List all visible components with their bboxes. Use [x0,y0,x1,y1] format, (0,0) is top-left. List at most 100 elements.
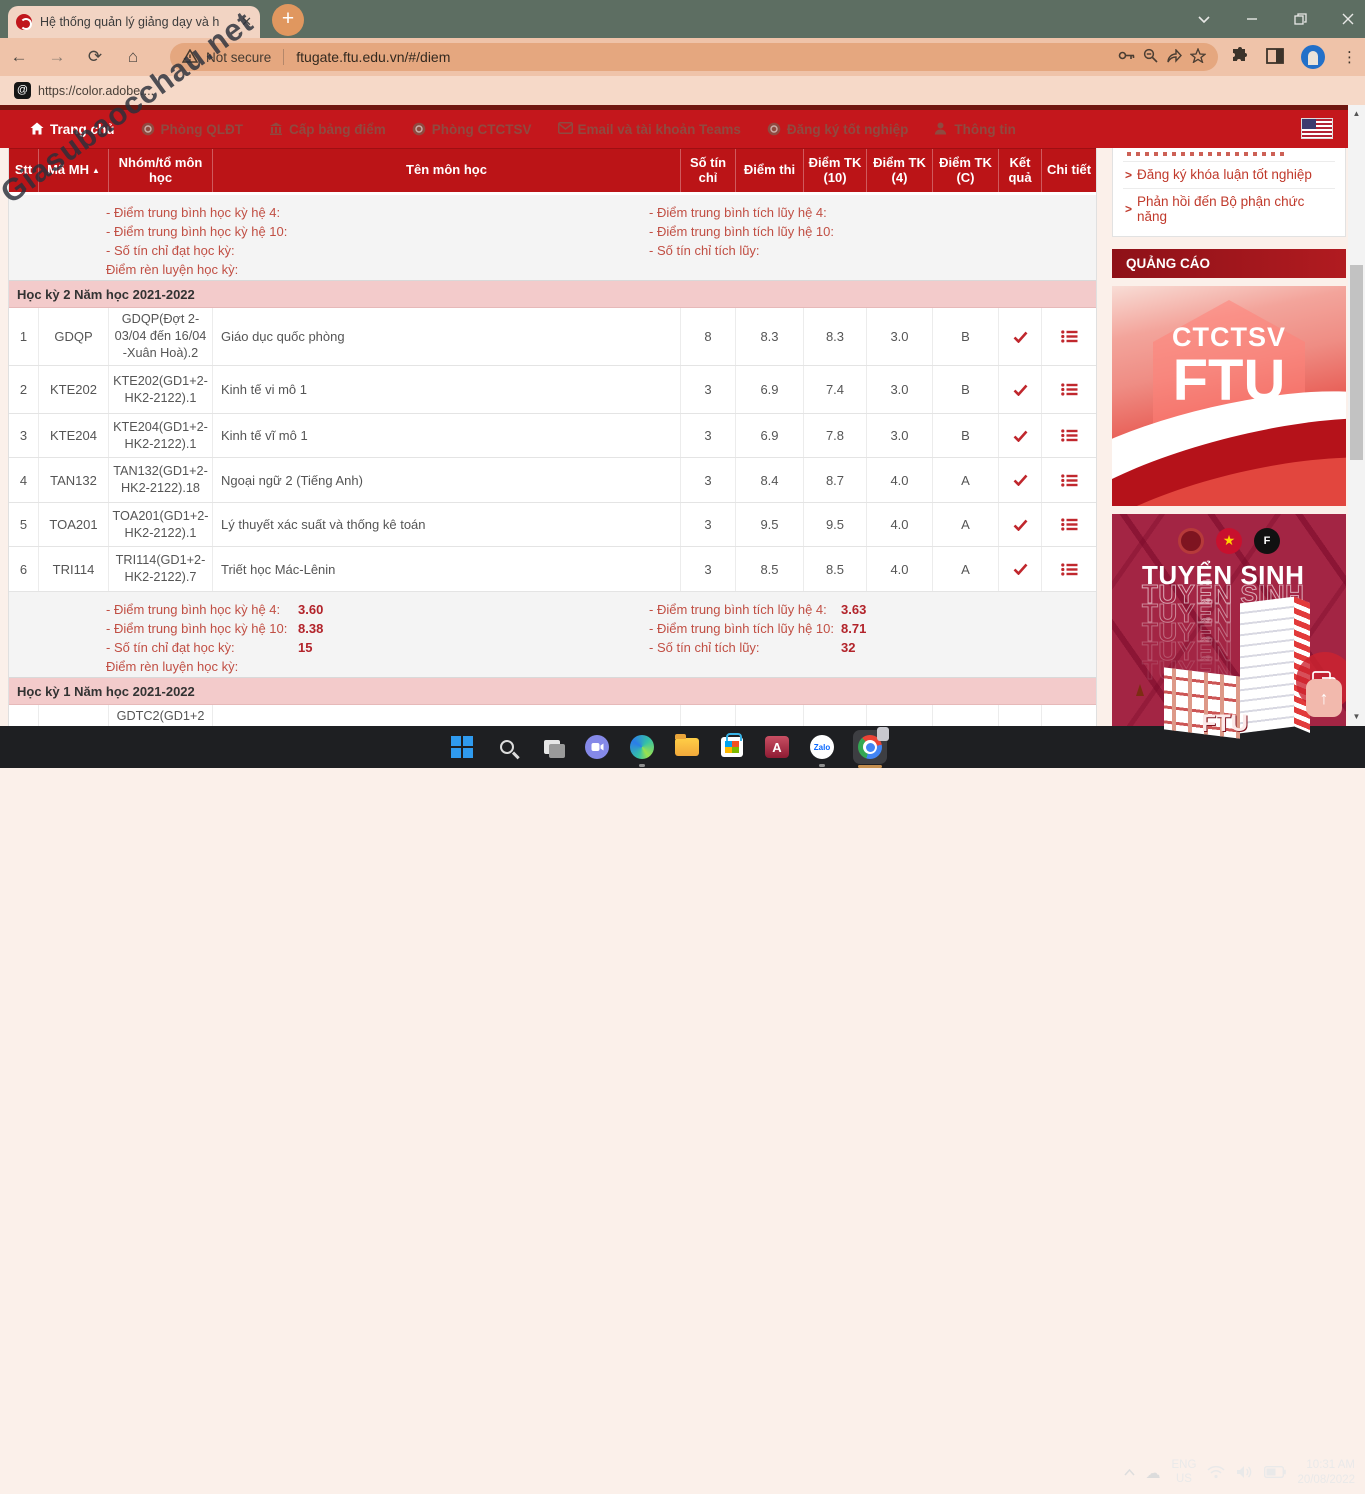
table-row[interactable]: 2 KTE202 KTE202(GD1+2-HK2-2122).1 Kinh t… [9,366,1096,415]
file-explorer-button[interactable] [673,733,701,761]
hidden-icons-chevron[interactable] [1123,1468,1135,1479]
cell-group: TAN132(GD1+2-HK2-2122).18 [109,458,213,503]
nav-item-5[interactable]: Đăng ký tốt nghiệp [767,122,908,137]
not-secure-warning-icon[interactable] [181,48,199,66]
cell-tk4: 4.0 [867,547,933,592]
address-bar[interactable]: Not secure ftugate.ftu.edu.vn/#/diem [170,43,1218,71]
detail-list-icon[interactable] [1042,366,1096,413]
header-diem-tk-4[interactable]: Điểm TK (4) [867,149,933,192]
scrollbar-up-arrow[interactable]: ▲ [1352,109,1361,118]
teams-chat-button[interactable] [583,733,611,761]
detail-list-icon[interactable] [1042,458,1096,502]
cell-tkc: B [933,366,999,414]
us-flag-language-icon[interactable] [1301,118,1333,139]
search-button[interactable] [493,733,521,761]
cell-tkc: B [933,308,999,366]
detail-list-icon[interactable] [1042,503,1096,546]
header-diem-thi[interactable]: Điểm thi [736,149,804,192]
summary-line: - Số tín chỉ đạt học kỳ: [106,241,649,260]
bookmark-label[interactable]: https://color.adobe.... [38,83,155,98]
summary-value: 15 [298,640,313,656]
table-row[interactable]: 3 KTE204 KTE204(GD1+2-HK2-2122).1 Kinh t… [9,414,1096,459]
header-chi-tiet[interactable]: Chi tiết [1046,162,1092,178]
nav-item-1[interactable]: Phòng QLĐT [141,122,243,137]
header-nhom-to[interactable]: Nhóm/tổ môn học [109,149,213,192]
microsoft-store-button[interactable] [718,733,746,761]
header-so-tin-chi[interactable]: Số tín chỉ [681,149,736,192]
battery-icon[interactable] [1264,1465,1287,1481]
summary-value: 8.38 [298,621,324,637]
header-ten-mon-hoc[interactable]: Tên môn học [213,149,681,192]
reload-button[interactable]: ⟳ [87,47,103,66]
zalo-app-button[interactable]: Zalo [808,733,836,767]
browser-menu-icon[interactable]: ⋮ [1342,49,1357,66]
nav-item-label: Phòng CTCTSV [431,121,532,137]
new-tab-button[interactable]: + [272,4,304,36]
cell-tkc: A [933,547,999,592]
table-row[interactable]: 4 TAN132 TAN132(GD1+2-HK2-2122).18 Ngoại… [9,458,1096,504]
tab-title: Hệ thống quản lý giảng dạy và h [40,15,220,29]
scroll-to-top-button[interactable]: ↑ [1306,679,1342,717]
detail-list-icon[interactable] [1042,414,1096,457]
nav-item-2[interactable]: Cấp bảng điểm [269,122,386,137]
language-indicator[interactable]: ENG US [1171,1459,1197,1485]
summary-label: - Điểm trung bình học kỳ hệ 10: [106,224,288,239]
profile-avatar[interactable] [1301,45,1325,69]
table-row[interactable]: 5 TOA201 TOA201(GD1+2-HK2-2122).1 Lý thu… [9,503,1096,548]
header-stt[interactable]: Stt [9,149,39,192]
wifi-icon[interactable] [1207,1465,1225,1482]
summary-previous-semester: - Điểm trung bình học kỳ hệ 4: - Điểm tr… [9,192,1096,281]
nav-item-4[interactable]: Email và tài khoản Teams [557,122,741,137]
cell-tk10: 8.7 [804,458,867,503]
detail-list-icon[interactable] [1042,308,1096,365]
clock[interactable]: 10:31 AM 20/08/2022 [1297,1459,1355,1486]
chrome-browser-button[interactable] [853,727,889,768]
zoom-out-icon[interactable] [1143,48,1158,66]
header-diem-tk-10[interactable]: Điểm TK (10) [804,149,867,192]
page-scrollbar[interactable]: ▲ ▼ [1348,105,1365,726]
task-view-button[interactable] [538,733,566,761]
sidebar-link-clipped[interactable] [1127,152,1286,156]
ctctsv-ftu-ad-banner[interactable]: CTCTSV FTU [1112,286,1346,506]
url-text[interactable]: ftugate.ftu.edu.vn/#/diem [296,49,451,65]
home-button[interactable]: ⌂ [127,47,139,66]
scrollbar-thumb[interactable] [1350,265,1363,460]
tab-close-icon[interactable]: ✕ [241,14,252,29]
result-check-icon [999,366,1042,414]
onedrive-cloud-icon[interactable]: ☁ [1145,1465,1161,1482]
window-restore-button[interactable] [1293,12,1307,26]
user-icon [934,122,948,136]
tower-illustration [1240,596,1294,734]
sidebar-link-1[interactable]: > Phản hồi đến Bộ phận chức năng [1123,188,1335,230]
access-app-button[interactable]: A [763,733,791,761]
nav-item-3[interactable]: Phòng CTCTSV [412,122,532,137]
adobe-color-bookmark-icon[interactable]: @ [14,82,31,99]
side-panel-icon[interactable] [1266,47,1284,67]
browser-tab[interactable]: Hệ thống quản lý giảng dạy và h ✕ [8,6,260,38]
extensions-puzzle-icon[interactable] [1231,46,1249,68]
scrollbar-down-arrow[interactable]: ▼ [1352,712,1361,721]
forward-button[interactable]: → [48,47,66,66]
header-diem-tk-c[interactable]: Điểm TK (C) [933,149,999,192]
table-row[interactable]: 6 TRI114 TRI114(GD1+2-HK2-2122).7 Triết … [9,547,1096,593]
bookmark-star-icon[interactable] [1189,47,1207,66]
table-row[interactable]: 1 GDQP GDQP(Đợt 2-03/04 đến 16/04 -Xuân … [9,308,1096,367]
sidebar-link-0[interactable]: > Đăng ký khóa luận tốt nghiệp [1123,161,1335,188]
header-ma-mh[interactable]: Mã MH ▲ [39,149,109,192]
nav-item-0[interactable]: Trang chủ [30,122,115,137]
window-minimize-button[interactable] [1245,13,1259,25]
summary-label: - Số tín chỉ đạt học kỳ: [106,640,235,656]
back-button[interactable]: ← [10,47,28,66]
volume-icon[interactable] [1236,1465,1253,1482]
start-button[interactable] [448,733,476,761]
detail-list-icon[interactable] [1042,547,1096,591]
nav-item-6[interactable]: Thông tin [934,122,1016,137]
key-icon[interactable] [1118,49,1135,65]
tab-search-chevron-icon[interactable] [1197,15,1211,23]
circle-badge-icon [141,122,155,136]
share-icon[interactable] [1166,47,1182,66]
window-close-button[interactable] [1341,13,1355,25]
edge-browser-button[interactable] [628,733,656,767]
site-navbar: Trang chủ Phòng QLĐT Cấp bảng điểm Phòng CT… [0,110,1365,148]
header-ket-qua[interactable]: Kết quả [999,149,1042,192]
